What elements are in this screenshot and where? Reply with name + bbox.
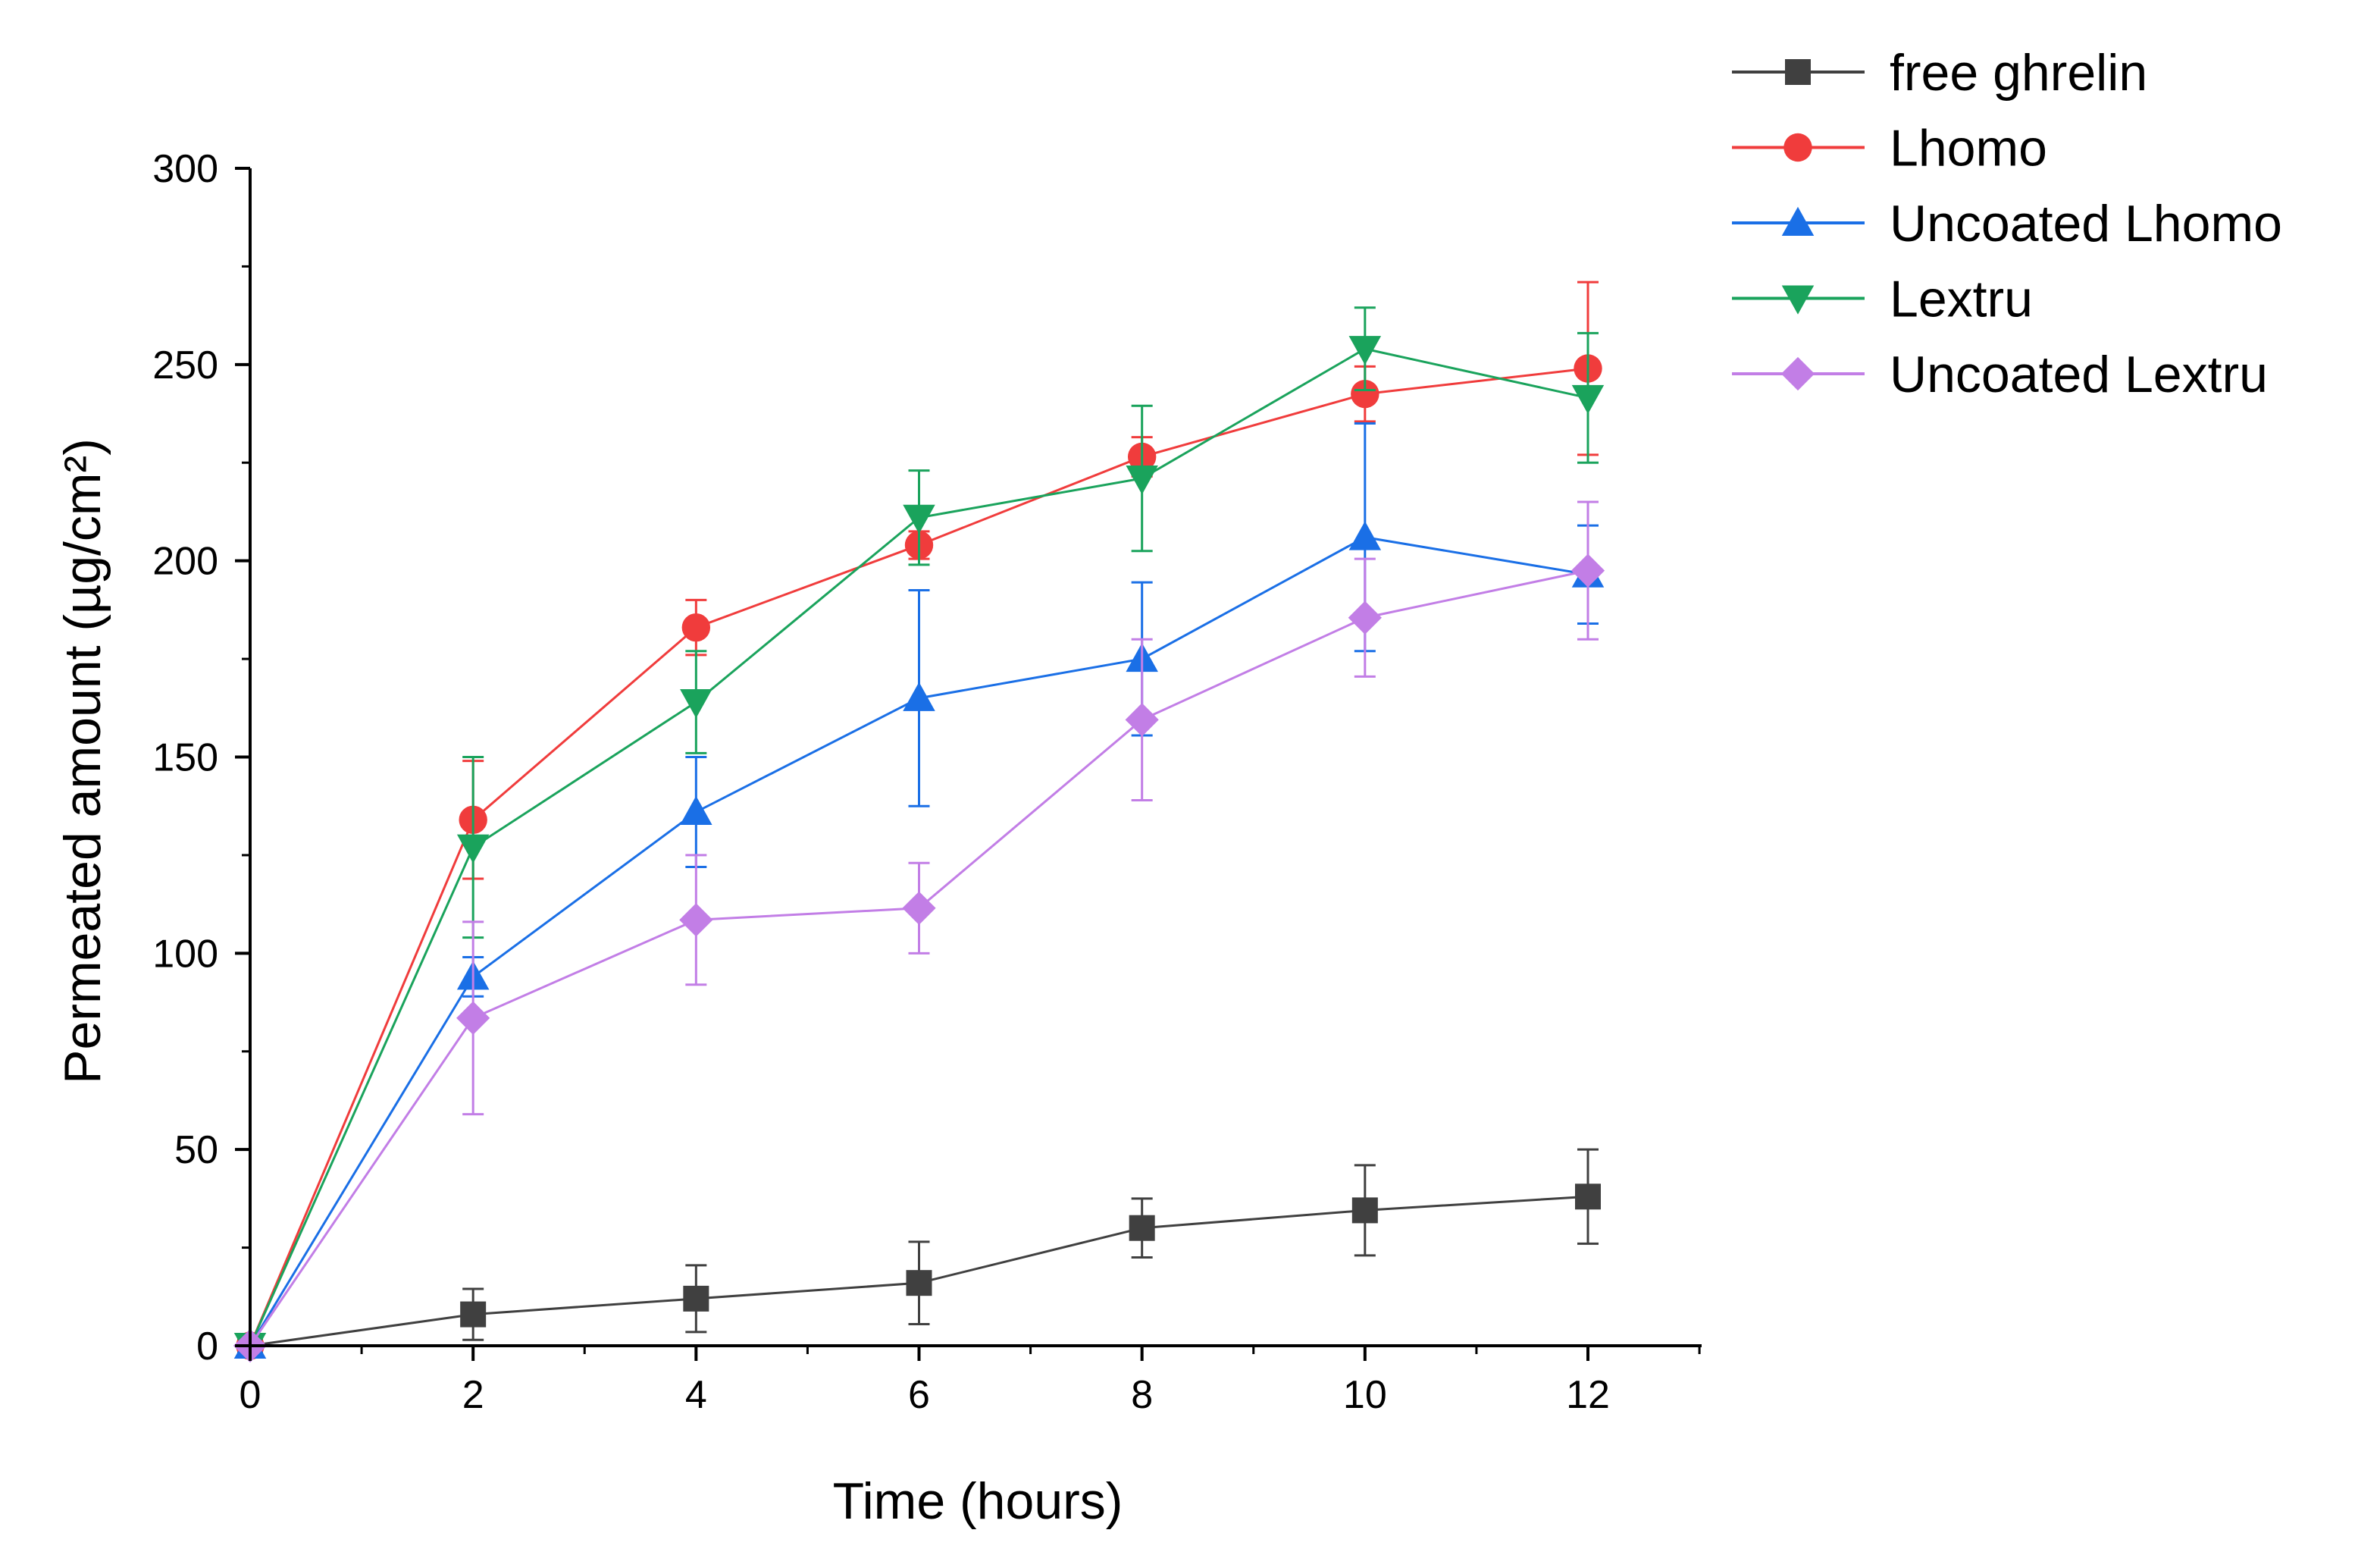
- legend-item-free-ghrelin: free ghrelin: [1732, 44, 2147, 102]
- x-axis-title: Time (hours): [833, 1472, 1123, 1530]
- data-point: [906, 1270, 932, 1296]
- y-tick-label: 50: [174, 1128, 218, 1172]
- data-point: [1571, 384, 1605, 415]
- legend-item-uncoated-lextru: Uncoated Lextru: [1732, 346, 2268, 403]
- y-tick-label: 0: [196, 1325, 218, 1368]
- legend-marker: [1781, 285, 1815, 315]
- data-point: [1348, 521, 1382, 550]
- data-point: [1351, 1197, 1378, 1224]
- legend-marker: [1785, 59, 1811, 85]
- x-tick-label: 8: [1131, 1373, 1153, 1417]
- series-lextru: [233, 306, 1605, 1362]
- series-lhomo: [236, 281, 1602, 1360]
- data-point: [1126, 465, 1158, 495]
- x-tick-label: 0: [240, 1373, 261, 1417]
- legend-label: free ghrelin: [1890, 44, 2147, 102]
- legend: free ghrelin Lhomo Uncoated Lhomo Lextru Unc…: [1732, 44, 2282, 403]
- data-point: [1351, 379, 1379, 409]
- y-tick-label: 300: [152, 147, 218, 191]
- legend-item-lextru: Lextru: [1732, 271, 2033, 328]
- legend-label: Lextru: [1890, 271, 2033, 328]
- x-tick-label: 10: [1343, 1373, 1387, 1417]
- data-point: [903, 682, 935, 711]
- data-point: [680, 795, 712, 825]
- series-free-ghrelin: [237, 1148, 1601, 1359]
- data-point: [1575, 1183, 1601, 1210]
- data-point: [903, 504, 935, 534]
- legend-item-uncoated-lhomo: Uncoated Lhomo: [1732, 195, 2282, 252]
- data-point: [1348, 600, 1382, 635]
- legend-item-lhomo: Lhomo: [1732, 120, 2047, 177]
- x-tick-label: 4: [685, 1373, 707, 1417]
- data-point: [456, 1001, 490, 1035]
- legend-marker: [1783, 133, 1812, 162]
- data-point: [460, 1301, 487, 1328]
- legend-label: Uncoated Lhomo: [1890, 195, 2282, 252]
- legend-label: Uncoated Lextru: [1890, 346, 2268, 403]
- x-tick-label: 6: [908, 1373, 930, 1417]
- legend-marker: [1780, 356, 1815, 391]
- y-axis-title: Permeated amount (µg/cm²): [54, 438, 111, 1084]
- data-point: [1125, 703, 1159, 737]
- data-point: [681, 613, 711, 642]
- y-tick-label: 150: [152, 736, 218, 780]
- data-point: [683, 1285, 709, 1312]
- data-point: [1570, 553, 1605, 588]
- data-point: [456, 834, 490, 864]
- y-tick-label: 200: [152, 540, 218, 584]
- data-point: [679, 903, 713, 937]
- data-point: [902, 891, 936, 925]
- legend-marker: [1781, 206, 1815, 236]
- data-point: [1129, 1215, 1155, 1241]
- data-point: [1348, 336, 1382, 365]
- x-tick-label: 2: [462, 1373, 484, 1417]
- data-point: [680, 689, 712, 719]
- y-tick-label: 100: [152, 932, 218, 976]
- y-tick-label: 250: [152, 343, 218, 387]
- legend-label: Lhomo: [1890, 120, 2047, 177]
- x-tick-label: 12: [1566, 1373, 1610, 1417]
